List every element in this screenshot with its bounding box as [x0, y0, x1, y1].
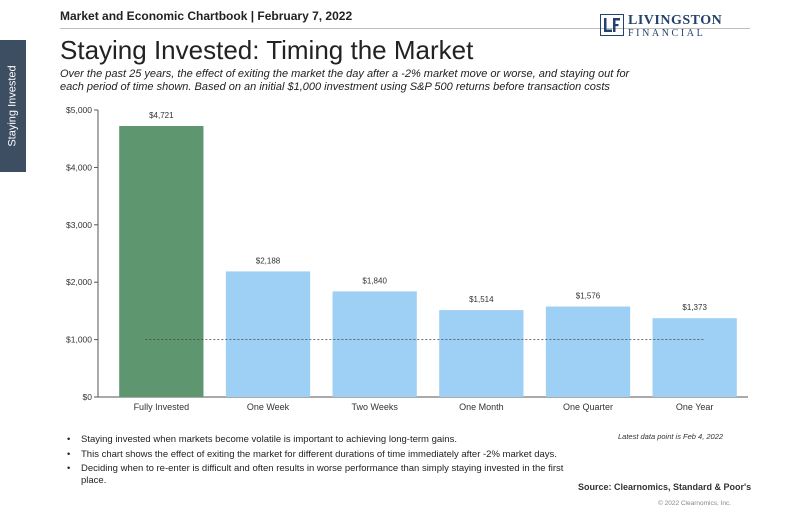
company-logo: LIVINGSTON FINANCIAL — [600, 14, 722, 40]
bar — [545, 306, 631, 397]
logo-line-2: FINANCIAL — [628, 28, 706, 39]
section-tab: Staying Invested — [0, 40, 26, 172]
x-category-label: One Year — [676, 402, 714, 412]
chartbook-header: Market and Economic Chartbook | February… — [60, 9, 353, 23]
source-note: Source: Clearnomics, Standard & Poor's — [578, 482, 752, 492]
copyright-note: © 2022 Clearnomics, Inc. — [658, 500, 732, 507]
x-category-label: One Month — [459, 402, 504, 412]
logo-line-1: LIVINGSTON — [628, 13, 723, 28]
bar-value-label: $1,840 — [362, 276, 387, 285]
bar — [225, 271, 311, 397]
bar — [332, 291, 417, 397]
x-category-label: One Quarter — [563, 402, 613, 412]
bar-value-label: $1,576 — [576, 292, 601, 301]
y-tick-label: $1,000 — [66, 335, 92, 345]
chart-subtitle: Over the past 25 years, the effect of ex… — [60, 68, 630, 93]
y-tick-label: $3,000 — [66, 220, 92, 230]
y-tick-label: $4,000 — [66, 162, 92, 172]
key-point: Staying invested when markets become vol… — [65, 434, 585, 446]
bar-value-label: $4,721 — [149, 111, 174, 120]
x-category-label: Fully Invested — [134, 402, 190, 412]
bar — [652, 318, 737, 397]
latest-data-note: Latest data point is Feb 4, 2022 — [618, 432, 724, 441]
bar-value-label: $1,514 — [469, 295, 494, 304]
bar — [119, 126, 204, 398]
y-tick-label: $0 — [83, 392, 93, 402]
y-tick-label: $2,000 — [66, 277, 92, 287]
x-category-label: Two Weeks — [351, 402, 398, 412]
page-title: Staying Invested: Timing the Market — [60, 35, 474, 65]
header-divider — [60, 28, 750, 29]
key-points-list: Staying invested when markets become vol… — [65, 434, 585, 489]
key-point: Deciding when to re-enter is difficult a… — [65, 463, 585, 486]
lf-monogram-icon — [600, 14, 624, 36]
y-tick-label: $5,000 — [66, 105, 92, 115]
bar-chart: $0 $1,000 $2,000 $3,000 $4,000 $5,000 $4,721 Fu… — [66, 105, 748, 412]
bar-value-label: $1,373 — [682, 303, 707, 312]
bar — [439, 310, 524, 397]
x-category-label: One Week — [247, 402, 290, 412]
bar-value-label: $2,188 — [256, 256, 281, 265]
key-point: This chart shows the effect of exiting t… — [65, 449, 585, 461]
